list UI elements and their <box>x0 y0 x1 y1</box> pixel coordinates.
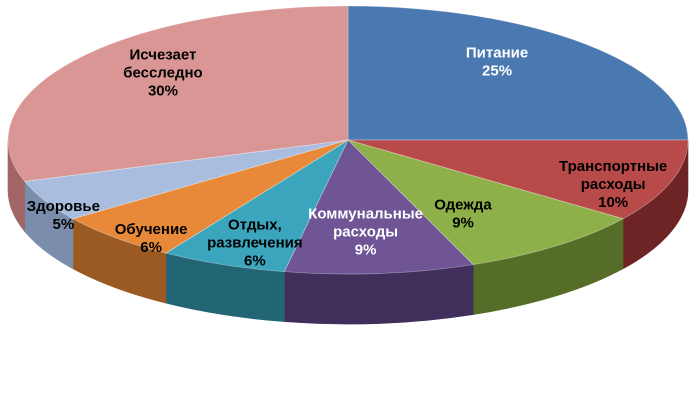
slice-питание <box>347 5 689 141</box>
slice-label-здоровье: Здоровье 5% <box>27 198 100 233</box>
slice-labels: Питание 25% Транспортные расходы 10% Одежда 9%… <box>27 44 668 269</box>
slice-коммунальные-расходы <box>283 139 475 275</box>
slice-здоровье <box>23 139 349 220</box>
pie-sides <box>7 139 689 325</box>
slice-label-отдых-развлечения: Отдых, развлечения 6% <box>207 217 303 270</box>
pie-slices <box>7 5 689 275</box>
slice-label-обучение: Обучение 6% <box>115 221 188 256</box>
slice-отдых-развлечения <box>164 138 349 273</box>
slice-исчезает-бесследно <box>7 5 349 182</box>
slice-транспортные-расходы <box>347 139 689 220</box>
slice-label-коммунальные-расходы: Коммунальные расходы 9% <box>308 205 423 258</box>
slice-label-исчезает-бесследно: Исчезает бесследно 30% <box>123 47 203 100</box>
slice-одежда <box>347 139 625 266</box>
slice-обучение <box>71 139 349 254</box>
slice-label-питание: Питание 25% <box>466 44 528 79</box>
slice-label-одежда: Одежда 9% <box>434 197 492 232</box>
slice-label-транспортные-расходы: Транспортные расходы 10% <box>559 158 667 211</box>
